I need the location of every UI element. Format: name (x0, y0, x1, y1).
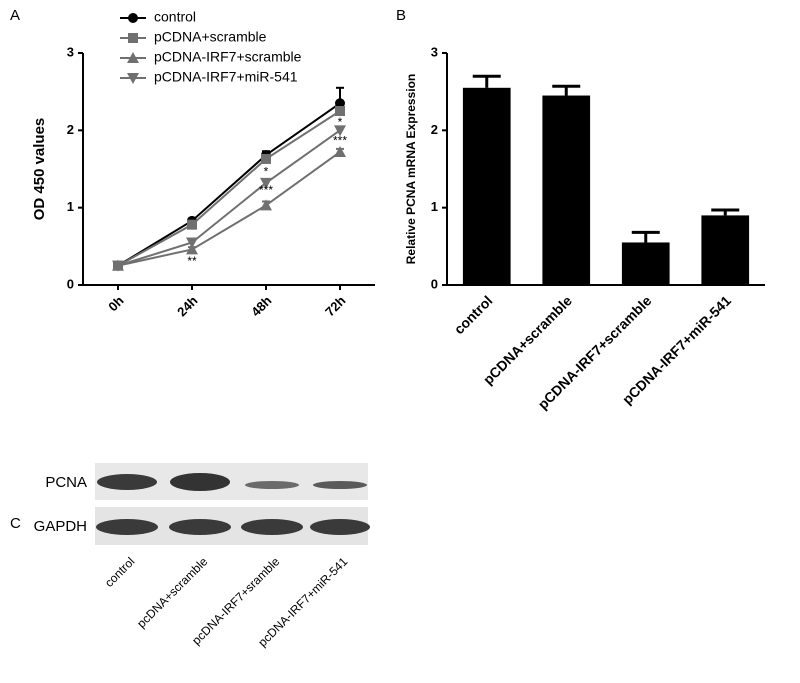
x-tick-label: 72h (322, 293, 348, 319)
x-tick-label: pCDNA+scramble (480, 292, 575, 387)
band (96, 519, 158, 535)
x-tick-label: 48h (248, 293, 274, 319)
bar (621, 242, 670, 285)
annotation: ** (187, 254, 197, 268)
y-axis-label: OD 450 values (31, 118, 48, 221)
band (310, 519, 370, 535)
marker (335, 98, 345, 109)
annotation: *** (259, 183, 273, 197)
marker (334, 125, 346, 137)
annotation: * (338, 115, 343, 129)
lane-label: control (102, 554, 137, 589)
marker (128, 13, 138, 23)
blot (95, 463, 370, 545)
row-label: PCNA (45, 474, 87, 491)
x-tick-label: 24h (174, 293, 200, 319)
band (313, 481, 367, 489)
y-axis-label: Relative PCNA mRNA Expression (404, 74, 418, 265)
panel-label: C (10, 515, 21, 532)
marker (335, 106, 345, 116)
marker (260, 199, 272, 211)
panel-label: B (396, 7, 406, 24)
legend-label: pCDNA+scramble (154, 29, 267, 45)
y-tick-label: 2 (431, 122, 438, 137)
marker (128, 33, 138, 43)
series-line (117, 129, 341, 267)
legend-label: pCDNA-IRF7+scramble (154, 49, 302, 65)
marker (260, 177, 272, 189)
legend-label: pCDNA-IRF7+miR-541 (154, 69, 298, 85)
y-tick-label: 1 (431, 199, 438, 214)
legend-label: control (154, 9, 196, 25)
marker (186, 243, 198, 255)
annotation: *** (333, 133, 347, 147)
bar (542, 95, 591, 286)
marker (186, 237, 198, 249)
y-tick-label: 2 (67, 122, 74, 137)
lane-label: pcDNA+scramble (134, 554, 210, 630)
x-tick-label: control (451, 292, 496, 337)
band (241, 519, 303, 535)
panel-label: A (10, 7, 20, 24)
band (97, 474, 157, 490)
marker (127, 52, 139, 63)
series-line (117, 151, 341, 267)
marker (112, 260, 124, 272)
marker (334, 145, 346, 157)
y-tick-label: 3 (67, 44, 74, 59)
bar (701, 215, 750, 285)
band (170, 473, 230, 491)
y-tick-label: 1 (67, 199, 74, 214)
y-tick-label: 0 (431, 276, 438, 291)
x-tick-label: 0h (105, 293, 126, 314)
y-tick-label: 3 (431, 44, 438, 59)
band (169, 519, 231, 535)
bar (462, 87, 511, 285)
marker (187, 219, 197, 230)
y-tick-label: 0 (67, 276, 74, 291)
marker (261, 153, 271, 164)
marker (127, 73, 139, 84)
series-line (117, 102, 341, 267)
series-line (117, 110, 341, 267)
band (245, 481, 299, 489)
annotation: * (264, 164, 269, 178)
row-label: GAPDH (34, 518, 87, 535)
